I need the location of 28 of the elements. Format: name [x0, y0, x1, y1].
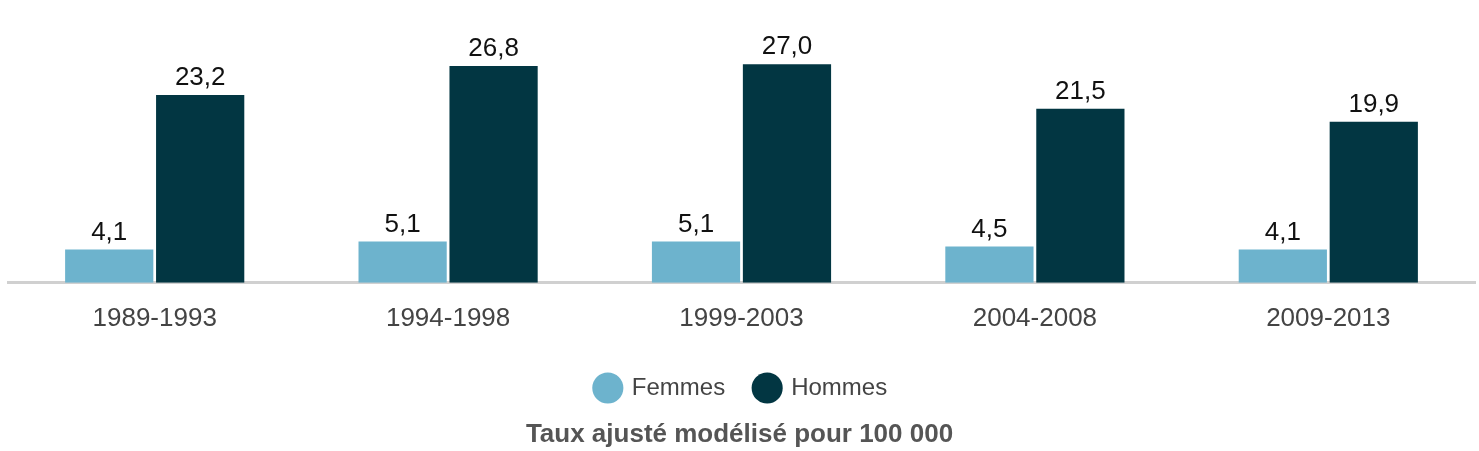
data-label: 23,2	[174, 61, 226, 92]
bar	[156, 95, 245, 283]
bar	[742, 64, 832, 283]
data-label: 5,1	[677, 207, 715, 238]
bar	[449, 65, 538, 283]
bar	[1238, 249, 1327, 283]
data-label: 5,1	[384, 207, 421, 238]
data-label: 4,5	[971, 212, 1008, 243]
bar	[651, 241, 741, 283]
bar	[945, 246, 1034, 283]
legend-label: Femmes	[631, 372, 726, 400]
data-label: 26,8	[468, 32, 519, 63]
x-axis-title: Taux ajusté modélisé pour 100 000	[524, 418, 955, 449]
bar	[358, 241, 447, 283]
data-label: 19,9	[1348, 87, 1400, 118]
data-label: 4,1	[91, 215, 128, 246]
data-label: 27,0	[761, 30, 813, 61]
x-tick-label: 1999-2003	[679, 301, 804, 332]
legend-label: Hommes	[791, 372, 888, 400]
x-tick-label: 1989-1993	[92, 301, 217, 332]
bar	[65, 249, 154, 283]
bar	[1329, 121, 1418, 283]
x-tick-label: 1994-1998	[385, 301, 511, 332]
bar	[1036, 108, 1125, 283]
data-label: 21,5	[1055, 74, 1106, 105]
data-label: 4,1	[1264, 215, 1301, 246]
x-tick-label: 2009-2013	[1266, 301, 1391, 332]
x-tick-label: 2004-2008	[972, 301, 1098, 332]
